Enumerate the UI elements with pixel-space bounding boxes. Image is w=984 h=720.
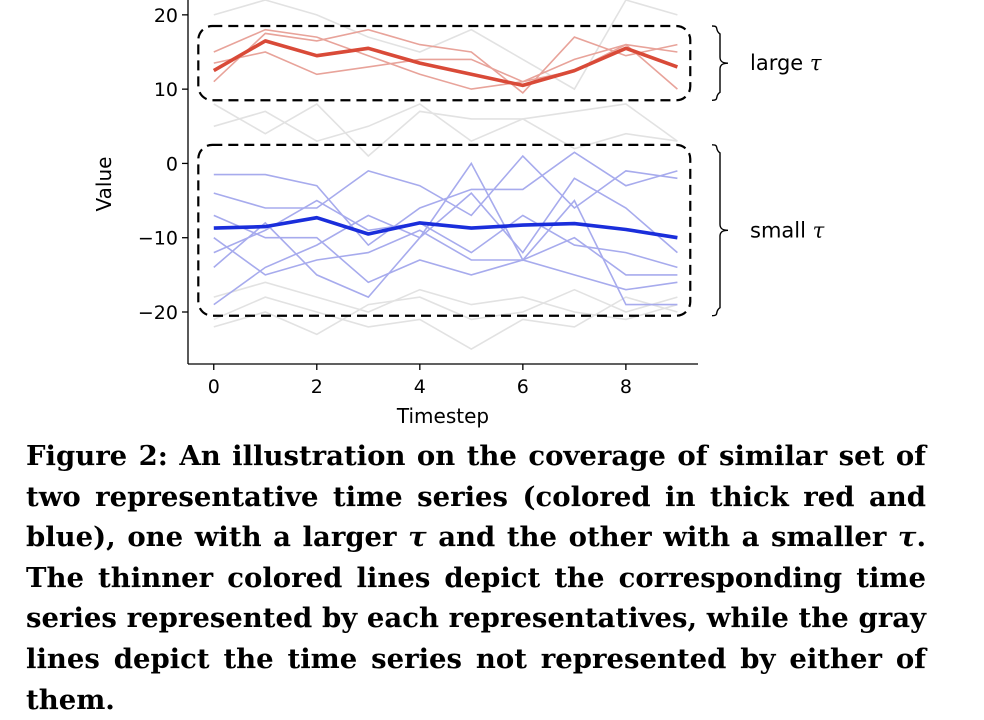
group-label-text: large (750, 51, 810, 75)
x-tick-label: 4 (414, 376, 426, 398)
group-box-large (197, 24, 692, 102)
represented-series-line-large (213, 28, 678, 94)
group-boxes-layer (197, 24, 692, 317)
y-tick-label: −20 (138, 302, 178, 324)
represented-series-line-small (213, 161, 678, 306)
unrepresented-series-line (213, 0, 678, 91)
unrepresented-series-line (213, 296, 678, 351)
caption-tau-1: τ (408, 521, 427, 554)
representative-series-line-large (212, 39, 679, 88)
ticks: 0 2 4 6 8 20 10 0 −10 −20 (138, 5, 632, 398)
representative-series-layer (212, 39, 679, 240)
unrepresented-series-line (213, 281, 678, 321)
figure-caption: Figure 2: An illustration on the coverag… (26, 436, 926, 720)
x-tick-label: 8 (620, 376, 632, 398)
caption-text-3: . The thinner colored lines depict the c… (26, 521, 927, 716)
x-tick-label: 0 (208, 376, 220, 398)
group-label-tau: τ (813, 218, 825, 242)
group-box-small (197, 143, 692, 317)
represented-series-line-small (213, 229, 678, 276)
represented-series-line-small (213, 199, 678, 269)
y-axis-label: Value (92, 157, 116, 212)
unrepresented-series-layer (213, 0, 678, 351)
represented-series-line-small (213, 177, 678, 306)
unrepresented-series-line (213, 102, 678, 158)
y-tick-label: 0 (166, 153, 178, 175)
caption-tau-2: τ (897, 521, 917, 554)
group-bracket-small (711, 144, 729, 317)
caption-text-2: and the other with a smaller (426, 521, 898, 554)
representative-series-line-small (213, 215, 678, 240)
group-label-tau: τ (810, 51, 822, 75)
group-label-small: small τ (750, 218, 825, 242)
axes (187, 0, 698, 365)
unrepresented-series-line (213, 288, 678, 336)
caption-text-1: Figure 2: An illustration on the coverag… (26, 440, 926, 554)
y-tick-label: 20 (154, 5, 178, 27)
group-bracket-large (711, 25, 729, 101)
represented-series-line-small (213, 214, 678, 291)
represented-series-layer (213, 28, 678, 306)
group-label-large: large τ (750, 51, 822, 75)
represented-series-line-small (213, 151, 678, 247)
unrepresented-series-line (213, 103, 678, 143)
represented-series-line-small (213, 154, 678, 217)
y-tick-label: −10 (138, 228, 178, 250)
x-tick-label: 6 (517, 376, 529, 398)
group-label-text: small (750, 218, 813, 242)
x-axis-label: Timestep (396, 404, 489, 428)
x-tick-label: 2 (311, 376, 323, 398)
represented-series-line-large (213, 28, 678, 90)
y-tick-label: 10 (154, 79, 178, 101)
